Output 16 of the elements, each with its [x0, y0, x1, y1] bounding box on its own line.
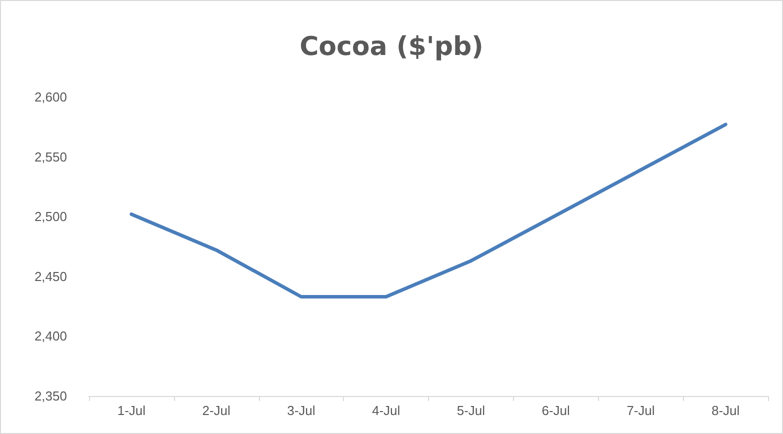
line-series	[130, 122, 728, 298]
x-tick-label: 6-Jul	[542, 403, 570, 418]
x-tick-label: 4-Jul	[372, 403, 400, 418]
y-tick-label: 2,400	[34, 328, 67, 344]
y-tick-label: 2,500	[34, 209, 67, 224]
y-tick-label: 2,350	[34, 388, 67, 404]
x-tick-label: 2-Jul	[202, 403, 231, 418]
x-tick-label: 5-Jul	[456, 403, 486, 418]
x-tick-label: 8-Jul	[711, 403, 740, 418]
y-tick-label: 2,550	[34, 149, 67, 164]
x-tick-label: 7-Jul	[626, 403, 655, 418]
x-tick-label: 1-Jul	[117, 403, 146, 418]
chart-title: Cocoa ($'pb)	[300, 32, 484, 62]
x-tick-label: 3-Jul	[287, 403, 316, 418]
y-tick-label: 2,450	[34, 268, 67, 284]
y-tick-label: 2,600	[34, 90, 67, 104]
